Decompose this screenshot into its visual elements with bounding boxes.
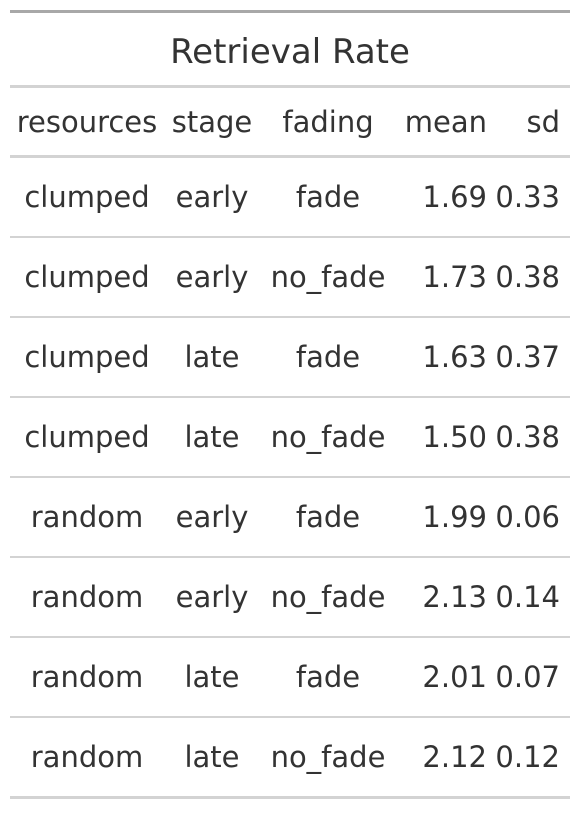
cell-mean: 1.69 (422, 180, 487, 214)
table-body: clumped early fade 1.69 0.33 clumped early no_f… (10, 157, 570, 799)
table-row: clumped late no_fade 1.50 0.38 (10, 396, 570, 477)
cell-resources: clumped (10, 396, 164, 477)
cell-mean: 2.13 (396, 556, 495, 637)
cell-sd: 0.14 (495, 556, 570, 637)
cell-fading: no_fade (260, 716, 396, 799)
cell-sd: 0.38 (495, 236, 570, 317)
table-row: random late fade 2.01 0.07 (10, 636, 570, 717)
cell-sd: 0.07 (495, 636, 570, 717)
table-row: random early no_fade 2.13 0.14 (10, 556, 570, 637)
header-row: resources stage fading mean sd (10, 88, 570, 158)
cell-sd: 0.38 (495, 396, 570, 477)
column-header-fading: fading (260, 88, 396, 158)
cell-stage: early (164, 236, 260, 317)
summary-table: resources stage fading mean sd clumped ea… (10, 88, 570, 799)
cell-mean: 1.50 (396, 396, 495, 477)
cell-fading: no_fade (260, 236, 396, 317)
cell-sd: 0.06 (495, 476, 570, 557)
cell-sd: 0.12 (495, 716, 570, 799)
table-row: clumped late fade 1.63 0.37 (10, 316, 570, 397)
cell-fading: no_fade (260, 556, 396, 637)
cell-mean: 2.12 (396, 716, 495, 799)
cell-stage: late (164, 396, 260, 477)
cell-resources: clumped (10, 316, 164, 397)
column-header-sd: sd (495, 88, 570, 158)
cell-resources: random (10, 476, 164, 557)
cell-resources: random (10, 636, 164, 717)
cell-stage: early (164, 556, 260, 637)
cell-fading: fade (260, 476, 396, 557)
table-row: random late no_fade 2.12 0.12 (10, 716, 570, 799)
cell-fading: fade (260, 636, 396, 717)
column-header-resources: resources (10, 88, 164, 158)
cell-resources: random (10, 556, 164, 637)
table-row: clumped early fade 1.69 0.33 (10, 157, 570, 238)
table-row: random early fade 1.99 0.06 (10, 476, 570, 557)
cell-mean: 2.01 (396, 636, 495, 717)
table-title: Retrieval Rate (10, 13, 570, 88)
cell-resources: clumped (24, 180, 150, 214)
cell-resources: clumped (10, 236, 164, 317)
cell-fading: fade (295, 180, 361, 214)
column-header-stage: stage (164, 88, 260, 158)
cell-fading: no_fade (260, 396, 396, 477)
cell-mean: 1.63 (396, 316, 495, 397)
cell-mean: 1.99 (396, 476, 495, 557)
cell-fading: fade (260, 316, 396, 397)
table-row: clumped early no_fade 1.73 0.38 (10, 236, 570, 317)
cell-stage: early (175, 180, 249, 214)
cell-stage: late (164, 316, 260, 397)
cell-mean: 1.73 (396, 236, 495, 317)
cell-stage: late (164, 716, 260, 799)
cell-resources: random (10, 716, 164, 799)
cell-sd: 0.37 (495, 316, 570, 397)
summary-table-container: Retrieval Rate resources stage fading me… (10, 10, 570, 799)
cell-stage: early (164, 476, 260, 557)
cell-sd: 0.33 (495, 180, 560, 214)
cell-stage: late (164, 636, 260, 717)
column-header-mean: mean (396, 88, 495, 158)
